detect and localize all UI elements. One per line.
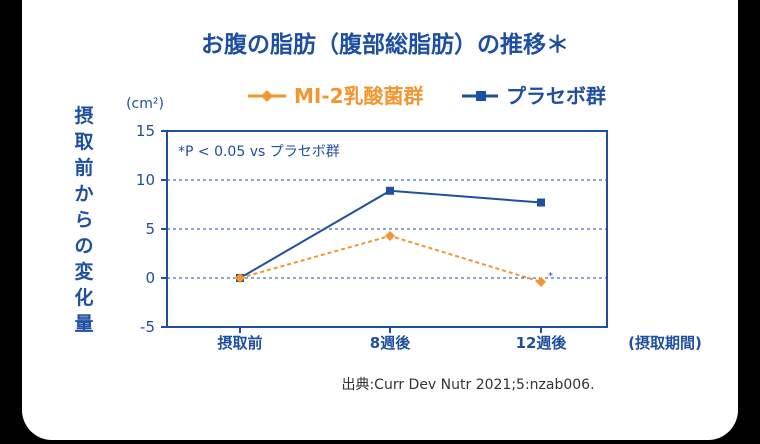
y-axis-title-char: 化	[74, 286, 93, 309]
series-mi2: *	[235, 230, 553, 287]
x-tick-label: 摂取前	[217, 334, 262, 352]
significance-note: *P < 0.05 vs プラセボ群	[178, 144, 340, 160]
data-point	[536, 276, 546, 287]
legend-label: プラセボ群	[506, 84, 606, 108]
data-point	[235, 273, 245, 283]
x-axis-title: (摂取期間)	[628, 334, 702, 352]
y-tick-label: 0	[145, 269, 155, 287]
data-point	[385, 230, 395, 241]
y-tick-label: 5	[145, 220, 155, 238]
series-line	[239, 234, 542, 283]
y-axis-title-char: 摂	[74, 104, 93, 127]
legend-item-placebo: プラセボ群	[462, 84, 606, 108]
y-axis-title-char: 量	[74, 313, 93, 335]
legend: MI-2乳酸菌群 プラセボ群	[248, 84, 606, 108]
legend-swatch-marker	[261, 90, 273, 102]
y-tick-label: 15	[136, 122, 155, 140]
x-axis-ticks: 摂取前 8週後 12週後	[217, 327, 567, 352]
y-axis-title-char: の	[74, 235, 93, 257]
source-citation: 出典:Curr Dev Nutr 2021;5:nzab006.	[341, 377, 594, 393]
y-tick-label: -5	[140, 318, 155, 336]
y-axis-ticks: 15 10 5 0 -5	[136, 122, 167, 336]
y-axis-title-char: 変	[74, 260, 93, 283]
y-axis-title-char: 取	[74, 131, 93, 153]
y-axis-title-char: か	[74, 183, 93, 205]
legend-label: MI-2乳酸菌群	[294, 84, 424, 108]
legend-swatch-marker	[476, 91, 486, 101]
chart-title: お腹の脂肪（腹部総脂肪）の推移＊	[201, 31, 569, 58]
x-tick-label: 8週後	[370, 334, 411, 352]
significance-marker: *	[548, 271, 553, 282]
y-unit-label: (cm²)	[126, 96, 164, 112]
y-axis-title-char: ら	[74, 209, 93, 231]
y-axis-title-char: 前	[74, 156, 93, 179]
x-tick-label: 12週後	[516, 334, 568, 352]
legend-item-mi2: MI-2乳酸菌群	[248, 84, 424, 108]
chart-card	[22, 0, 738, 440]
y-tick-label: 10	[136, 171, 155, 189]
data-point	[537, 198, 545, 207]
series-layer: *	[235, 186, 553, 287]
data-point	[386, 186, 394, 195]
